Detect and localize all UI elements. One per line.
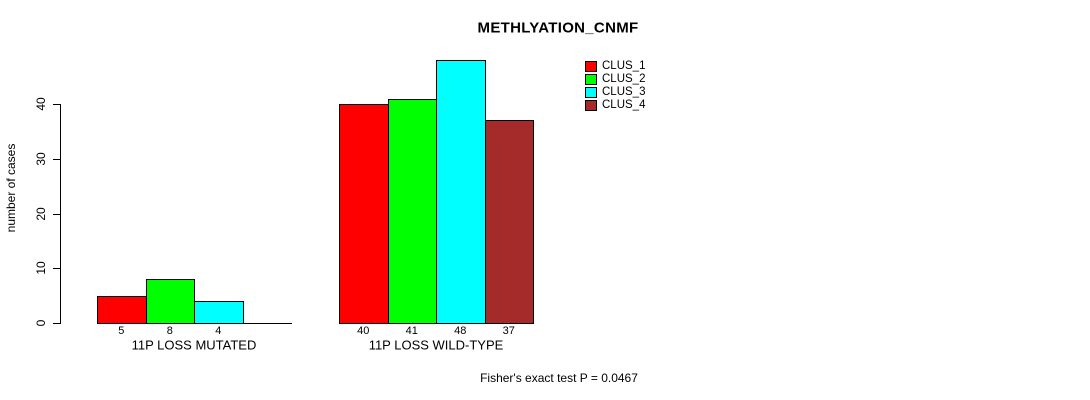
legend-swatch-icon xyxy=(585,87,597,98)
bar-value-label: 37 xyxy=(502,325,515,337)
y-tick-label: 10 xyxy=(34,261,48,275)
y-axis-label: number of cases xyxy=(4,143,18,233)
bar-value-label: 48 xyxy=(454,325,467,337)
annotation-text: Fisher's exact test P = 0.0467 xyxy=(480,371,638,385)
y-tick-mark xyxy=(53,323,60,324)
legend-label: CLUS_4 xyxy=(602,99,646,111)
bar-clus_2 xyxy=(387,98,437,324)
y-tick-label: 40 xyxy=(34,97,48,111)
legend-item-clus_1: CLUS_1 xyxy=(585,60,645,73)
legend-label: CLUS_3 xyxy=(602,86,646,98)
bar-clus_3 xyxy=(436,60,486,324)
y-tick-mark xyxy=(53,268,60,270)
legend-item-clus_3: CLUS_3 xyxy=(585,86,645,99)
legend-item-clus_2: CLUS_2 xyxy=(585,73,645,86)
y-tick-label: 20 xyxy=(34,206,48,221)
bar-value-label: 8 xyxy=(166,325,173,337)
bar-clus_1 xyxy=(97,295,147,324)
group-label: 11P LOSS MUTATED xyxy=(131,337,257,353)
group-label: 11P LOSS WILD-TYPE xyxy=(368,337,504,353)
legend-item-clus_4: CLUS_4 xyxy=(585,99,645,112)
bar-value-label: 4 xyxy=(215,325,222,337)
y-tick-mark xyxy=(53,213,60,215)
chart-title: METHLYATION_CNMF xyxy=(477,19,639,37)
y-tick-mark xyxy=(53,158,60,160)
bar-value-label: 5 xyxy=(118,325,125,337)
bar-clus_4 xyxy=(484,120,534,324)
legend: CLUS_1 CLUS_2 CLUS_3 CLUS_4 xyxy=(585,60,645,112)
bar-clus_2 xyxy=(145,279,195,324)
legend-label: CLUS_1 xyxy=(602,60,646,72)
legend-swatch-icon xyxy=(585,61,597,72)
y-tick-label: 0 xyxy=(34,319,48,327)
bar-value-label: 41 xyxy=(405,325,418,337)
bar-value-label: 40 xyxy=(357,325,370,337)
legend-swatch-icon xyxy=(585,74,597,85)
legend-swatch-icon xyxy=(585,100,597,111)
y-tick-mark xyxy=(53,104,60,105)
bar-clus_3 xyxy=(194,301,244,324)
legend-label: CLUS_2 xyxy=(602,73,646,85)
y-axis-line xyxy=(60,104,61,324)
bar-clus_1 xyxy=(339,104,389,324)
y-tick-label: 30 xyxy=(34,152,48,166)
